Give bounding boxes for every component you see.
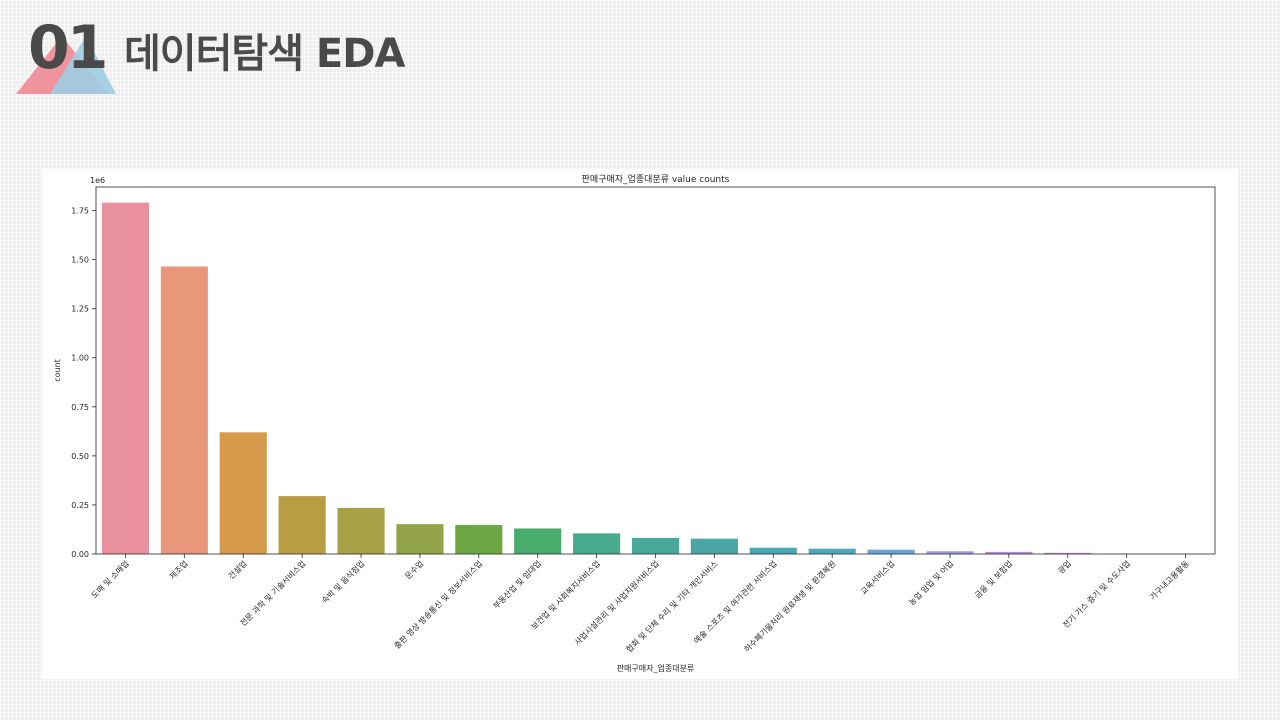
- bar: [1044, 552, 1092, 554]
- bar: [101, 202, 150, 554]
- x-tick-label: 전문 과학 및 기술서비스업: [238, 558, 308, 628]
- y-tick-label: 0.25: [71, 501, 89, 510]
- slide-title: 데이터탐색 EDA: [124, 31, 405, 77]
- y-tick-label: 0.50: [71, 452, 89, 461]
- x-tick-label: 광업: [1056, 558, 1073, 575]
- y-axis-label: count: [53, 359, 62, 382]
- x-tick-label: 전기 가스 증기 및 수도사업: [1061, 558, 1133, 630]
- x-tick-label: 농업 임업 및 어업: [906, 558, 955, 607]
- bar: [455, 524, 503, 554]
- x-tick-label: 금융 및 보험업: [972, 558, 1014, 600]
- bar: [573, 533, 621, 554]
- x-tick-label: 하수폐기물처리 원료재생 및 환경복원: [742, 558, 838, 654]
- triangle-logo-icon: [16, 36, 116, 94]
- bar: [690, 538, 738, 554]
- x-tick-label: 협회 및 단체 수리 및 기타 개인서비스: [624, 558, 720, 654]
- y-tick-label: 1.75: [71, 207, 89, 216]
- chart-svg: 0.00 0.25 0.50 0.75 1.00 1.25 1.50 1.75 도매 및 소매업…: [53, 174, 1216, 673]
- bar: [985, 551, 1033, 554]
- chart-title: 판매구매자_업종대분류 value counts: [582, 174, 730, 185]
- y-tick-label: 1.00: [71, 354, 89, 363]
- bar: [278, 496, 326, 554]
- slide-number: 01: [28, 13, 108, 83]
- bar: [631, 537, 680, 554]
- bar: [926, 551, 974, 554]
- x-tick-label: 보건업 및 사회복지서비스업: [529, 558, 602, 631]
- x-tick-label: 숙박 및 음식점업: [319, 558, 366, 605]
- bar: [337, 507, 385, 554]
- bar: [514, 528, 562, 554]
- y-tick-label: 1.25: [71, 305, 89, 314]
- y-tick-label: 1.50: [71, 256, 89, 265]
- bar: [808, 548, 856, 554]
- x-axis-label: 판매구매자_업종대분류: [617, 664, 695, 673]
- x-tick-label: 도매 및 소매업: [89, 558, 131, 600]
- x-tick-label: 가구내고용활동: [1147, 558, 1191, 602]
- x-tick-label: 운수업: [403, 559, 425, 581]
- slide-header: 01 데이터탐색 EDA: [0, 0, 1280, 110]
- bar: [219, 432, 267, 554]
- bar: [160, 266, 208, 554]
- bar: [749, 547, 797, 554]
- x-tick-label: 제조업: [168, 559, 190, 581]
- x-tick-label: 부동산업 및 임대업: [491, 558, 543, 610]
- x-tick-label: 교육서비스업: [859, 559, 897, 597]
- bar: [396, 524, 444, 554]
- x-tick-label: 건설업: [226, 558, 249, 581]
- chart-panel: 0.00 0.25 0.50 0.75 1.00 1.25 1.50 1.75 도매 및 소매업…: [42, 169, 1238, 679]
- y-tick-label: 0.75: [71, 403, 89, 412]
- bar: [867, 549, 915, 554]
- logo-right-triangle: [50, 36, 116, 94]
- bar-chart: 0.00 0.25 0.50 0.75 1.00 1.25 1.50 1.75 도매 및 소매업…: [42, 169, 1238, 683]
- y-offset-label: 1e6: [90, 176, 105, 185]
- y-tick-label: 0.00: [71, 550, 89, 559]
